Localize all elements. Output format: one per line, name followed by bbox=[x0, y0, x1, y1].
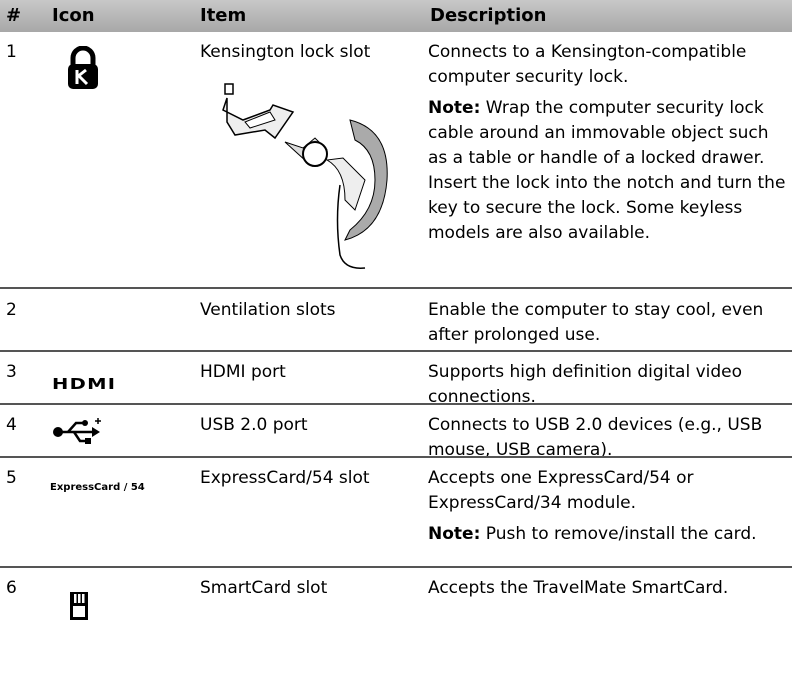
row-number: 3 bbox=[6, 362, 17, 382]
note-text: Push to remove/install the card. bbox=[485, 524, 757, 544]
row-divider bbox=[0, 456, 792, 458]
item-name: USB 2.0 port bbox=[200, 415, 308, 435]
row-divider bbox=[0, 350, 792, 352]
header-cell: # bbox=[6, 5, 22, 26]
lock-illustration bbox=[222, 83, 388, 269]
hdmi-logo: HDMI bbox=[52, 375, 117, 393]
row-divider bbox=[0, 403, 792, 405]
item-name: SmartCard slot bbox=[200, 578, 328, 598]
description: Enable the computer to stay cool, even a… bbox=[428, 298, 790, 354]
description: Accepts one ExpressCard/54 or ExpressCar… bbox=[428, 466, 790, 553]
description-text: Connects to USB 2.0 devices (e.g., USB m… bbox=[428, 415, 763, 460]
row-number: 1 bbox=[6, 42, 17, 62]
header-cell: Description bbox=[430, 5, 547, 26]
header-cell: Item bbox=[200, 5, 247, 26]
description-text: Enable the computer to stay cool, even a… bbox=[428, 300, 764, 345]
item-name: Kensington lock slot bbox=[200, 42, 371, 62]
header-cell: Icon bbox=[52, 5, 95, 26]
item-name: ExpressCard/54 slot bbox=[200, 468, 370, 488]
row-divider bbox=[0, 566, 792, 568]
note: Note: Wrap the computer security lock ca… bbox=[428, 96, 790, 246]
description: Connects to USB 2.0 devices (e.g., USB m… bbox=[428, 413, 790, 469]
row-number: 4 bbox=[6, 415, 17, 435]
description-text: Accepts one ExpressCard/54 or ExpressCar… bbox=[428, 468, 694, 513]
row-number: 2 bbox=[6, 300, 17, 320]
description-text: Accepts the TravelMate SmartCard. bbox=[428, 578, 729, 598]
usb-icon bbox=[53, 418, 101, 444]
item-name: Ventilation slots bbox=[200, 300, 336, 320]
row-number: 5 bbox=[6, 468, 17, 488]
description-text: Supports high definition digital video c… bbox=[428, 362, 743, 407]
smartcard-icon bbox=[70, 592, 88, 620]
item-name: HDMI port bbox=[200, 362, 286, 382]
description: Supports high definition digital video c… bbox=[428, 360, 790, 416]
table-header: # Icon Item Description bbox=[0, 0, 792, 32]
description-text: Connects to a Kensington-compatible comp… bbox=[428, 42, 747, 87]
row-divider bbox=[0, 287, 792, 289]
description: Accepts the TravelMate SmartCard. bbox=[428, 576, 790, 607]
expresscard-label: ExpressCard / 54 bbox=[50, 482, 145, 493]
note-text: Wrap the computer security lock cable ar… bbox=[428, 98, 786, 243]
note-label: Note: bbox=[428, 524, 481, 544]
note: Note: Push to remove/install the card. bbox=[428, 522, 790, 547]
description: Connects to a Kensington-compatible comp… bbox=[428, 40, 790, 252]
lock-icon bbox=[68, 46, 98, 89]
row-number: 6 bbox=[6, 578, 17, 598]
note-label: Note: bbox=[428, 98, 481, 118]
